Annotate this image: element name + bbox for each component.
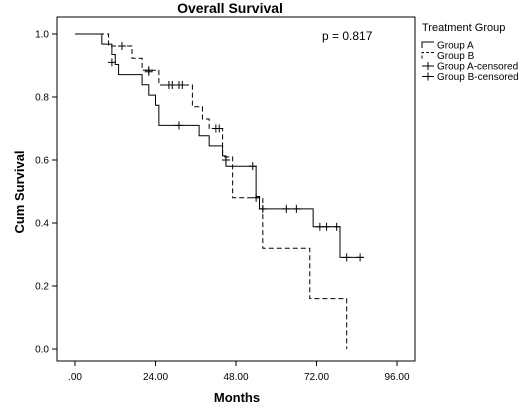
legend-swatch-group-b-censored [422, 72, 434, 81]
x-axis-label: Months [214, 390, 260, 405]
x-tick-label: .00 [68, 372, 82, 383]
y-tick-label: 0.8 [35, 93, 49, 104]
legend-label-group-b: Group B [437, 51, 475, 62]
series-layer [75, 33, 365, 349]
group-a-censored-mark [342, 253, 351, 262]
group-a-censored-mark [282, 204, 291, 213]
x-axis: .00 24.00 48.00 72.00 96.00 [68, 361, 410, 383]
y-tick-label: 1.0 [35, 30, 49, 41]
group-a-censored-mark [107, 58, 116, 67]
group-b-censored-mark [144, 66, 153, 75]
x-tick-label: 96.00 [384, 372, 409, 383]
group-b-censored-mark [178, 81, 187, 90]
chart-title: Overall Survival [177, 0, 283, 16]
x-tick-label: 24.00 [143, 372, 168, 383]
legend-swatch-group-a [421, 41, 434, 48]
legend-label-group-b-censored: Group B-censored [437, 72, 519, 83]
group-b-censored-mark [356, 253, 365, 262]
group-a-censored-mark [292, 204, 301, 213]
group-a-censored-mark [174, 121, 183, 130]
group-b-censored-mark [168, 81, 177, 90]
legend-swatch-group-a-censored [422, 62, 434, 70]
group-b-censored-mark [215, 124, 224, 133]
y-tick-label: 0.2 [35, 282, 49, 293]
y-axis-label: Cum Survival [12, 150, 27, 233]
p-value-annotation: p = 0.817 [322, 29, 373, 43]
x-tick-label: 72.00 [304, 372, 329, 383]
y-tick-label: 0.4 [35, 219, 49, 230]
group-a-censored-mark [248, 162, 257, 171]
legend-label-group-a-censored: Group A-censored [437, 62, 518, 73]
group-b-censored-mark [315, 222, 324, 231]
y-tick-label: 0.0 [35, 345, 49, 356]
y-axis: 0.0 0.2 0.4 0.6 0.8 1.0 [35, 30, 57, 356]
x-tick-label: 48.00 [223, 372, 248, 383]
legend-label-group-a: Group A [437, 41, 474, 52]
plot-frame [56, 16, 416, 362]
group-b-censored-mark [117, 41, 126, 50]
legend-title: Treatment Group [422, 22, 505, 34]
group-a-censored-mark [332, 222, 341, 231]
group-b-censored-mark [252, 193, 261, 202]
y-tick-label: 0.6 [35, 156, 49, 167]
group-b-survival-line [75, 33, 348, 349]
group-b-censored-mark [322, 222, 331, 231]
legend-swatch-group-b [421, 52, 434, 59]
